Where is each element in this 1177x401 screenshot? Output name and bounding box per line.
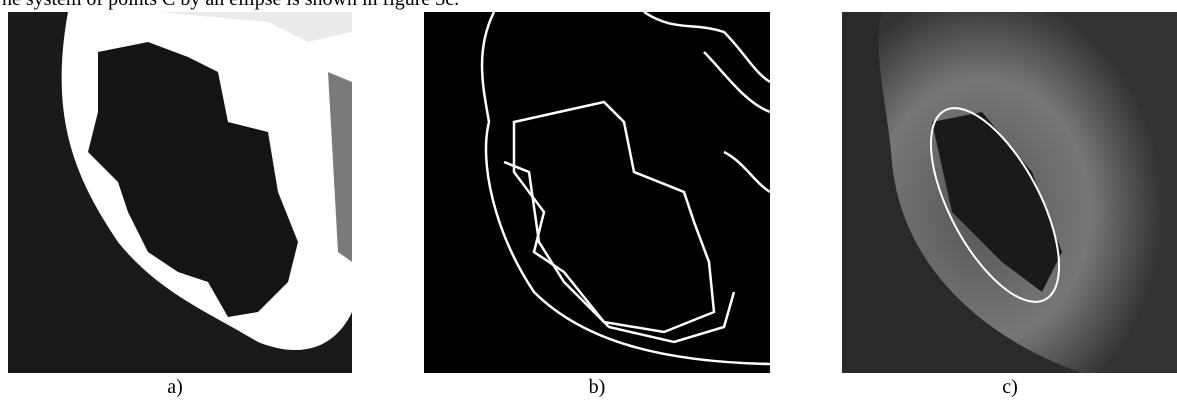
caption: b) xyxy=(588,376,606,398)
image-b xyxy=(424,12,770,373)
caption: a) xyxy=(167,376,183,398)
image-c xyxy=(842,12,1177,373)
caption: c) xyxy=(1002,376,1018,398)
body-text: he system of points C by an ellipse is s… xyxy=(2,0,459,11)
image-a xyxy=(8,12,352,373)
